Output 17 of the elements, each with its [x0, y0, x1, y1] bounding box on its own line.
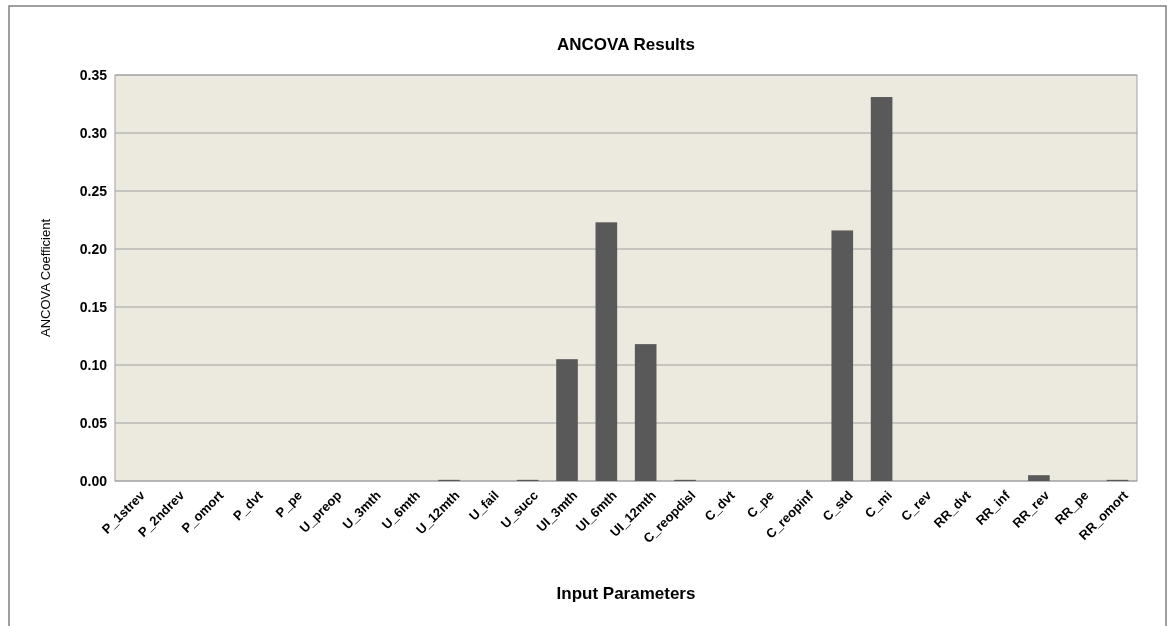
y-tick-label: 0.15 [79, 298, 108, 315]
bar [595, 222, 618, 481]
y-tick-label: 0.05 [79, 414, 108, 431]
bar [1028, 475, 1050, 481]
bar [556, 359, 578, 481]
y-tick-label: 0.30 [79, 124, 108, 141]
y-tick-label: 0.35 [79, 66, 108, 83]
chart-title: ANCOVA Results [557, 35, 695, 54]
y-tick-label: 0.10 [79, 356, 108, 373]
y-tick-label: 0.20 [79, 240, 108, 257]
bar [831, 230, 854, 481]
y-axis-title: ANCOVA Coefficient [38, 218, 53, 338]
bar [870, 97, 893, 481]
y-tick-label: 0.00 [79, 472, 108, 489]
x-axis-title: Input Parameters [556, 584, 696, 603]
bar [634, 344, 657, 481]
y-tick-label: 0.25 [79, 182, 108, 199]
